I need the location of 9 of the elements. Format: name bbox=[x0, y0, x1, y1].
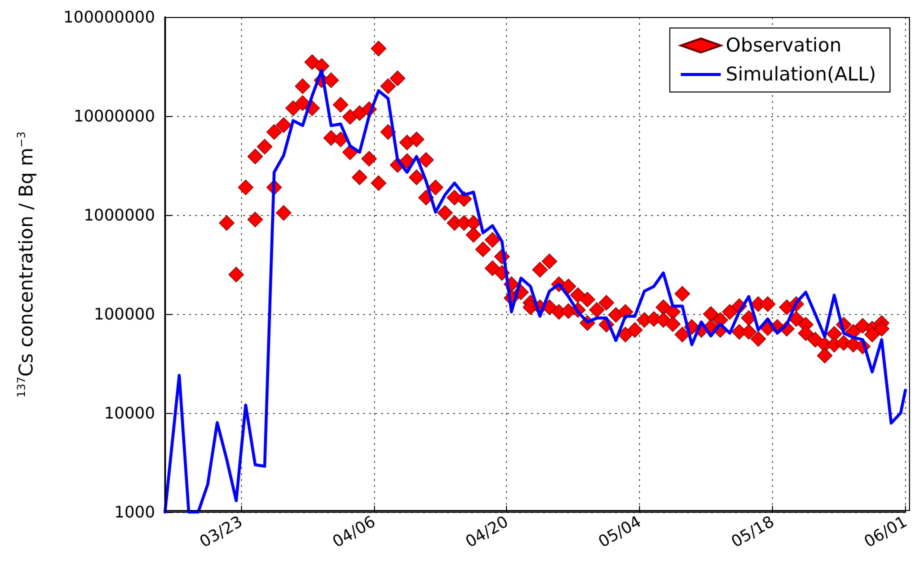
legend-label: Simulation(ALL) bbox=[726, 64, 876, 86]
y-tick-label: 10000000 bbox=[74, 106, 155, 126]
y-tick-label: 10000 bbox=[104, 404, 155, 422]
y-tick-label: 1000000 bbox=[84, 206, 155, 224]
y-axis-title: 137Cs concentration / Bq m−3 bbox=[15, 131, 38, 398]
y-tick-label: 100000 bbox=[94, 304, 155, 324]
y-tick-label: 1000 bbox=[114, 502, 155, 522]
y-tick-label: 100000000 bbox=[63, 8, 155, 26]
legend-label: Observation bbox=[726, 34, 842, 56]
